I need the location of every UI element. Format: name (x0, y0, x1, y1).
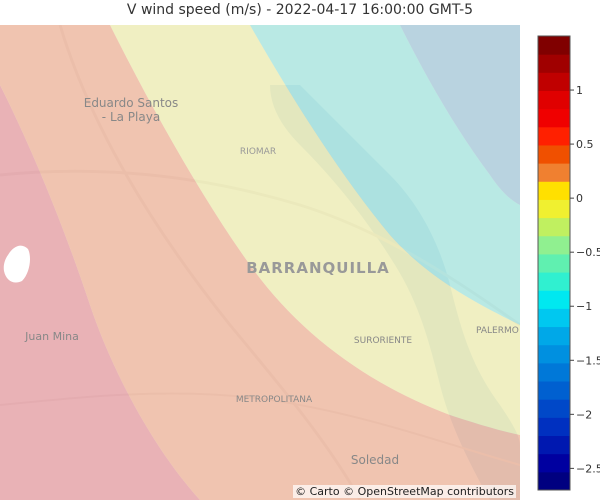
colorbar-segment (538, 471, 570, 491)
colorbar-segment (538, 253, 570, 273)
colorbar-segment (538, 326, 570, 346)
colorbar-segment (538, 163, 570, 182)
colorbar-segment (538, 362, 570, 382)
colorbar-segment (538, 399, 570, 418)
place-label-soledad: Soledad (351, 453, 399, 467)
colorbar-segment (538, 108, 570, 128)
colorbar-segment (538, 36, 570, 55)
colorbar-border (537, 35, 571, 491)
colorbar-segment (538, 381, 570, 400)
colorbar-segment (538, 235, 570, 255)
wind-band-orange (0, 25, 520, 500)
colorbar-svg: 1 0.5 0 −0.5 −1 −1.5 −2 −2.5 (537, 35, 600, 491)
place-label-metropolitana: METROPOLITANA (236, 395, 313, 405)
colorbar-segment (538, 54, 570, 73)
place-label-barranquilla: BARRANQUILLA (246, 259, 390, 277)
place-label-palermo: PALERMO (476, 326, 519, 336)
place-label-juan-mina: Juan Mina (24, 330, 79, 343)
place-label-suroriente: SURORIENTE (354, 336, 412, 346)
colorbar-segment (538, 344, 570, 364)
wind-band-cyan (250, 25, 520, 325)
colorbar-segment (538, 72, 570, 91)
colorbar-tick-label: 1 (576, 84, 583, 97)
chart-title: V wind speed (m/s) - 2022-04-17 16:00:00… (126, 2, 474, 18)
colorbar-segment (538, 199, 570, 219)
colorbar-segment (538, 453, 570, 473)
colorbar-segment (538, 181, 570, 200)
map-svg[interactable]: Eduardo Santos - La Playa RIOMAR BARRANQ… (0, 25, 520, 500)
colorbar-segment (538, 435, 570, 455)
colorbar-tick-label: −2 (576, 408, 592, 421)
colorbar-tick-label: −2.5 (576, 462, 600, 475)
place-label-la-playa: - La Playa (102, 110, 160, 124)
colorbar-segment (538, 90, 570, 110)
wind-band-red (0, 85, 200, 500)
wind-band-yellow (110, 25, 520, 435)
colorbar-tick-label: −0.5 (576, 246, 600, 259)
colorbar-segment (538, 217, 570, 237)
colorbar-tick-label: −1.5 (576, 354, 600, 367)
wind-band-blue (400, 25, 520, 205)
colorbar-segment (538, 126, 570, 146)
place-label-eduardo-santos: Eduardo Santos (84, 96, 179, 110)
colorbar-segment (538, 308, 570, 328)
colorbar-segment (538, 272, 570, 291)
map-view[interactable]: Eduardo Santos - La Playa RIOMAR BARRANQ… (0, 25, 520, 500)
colorbar-tick-label: 0 (576, 192, 583, 205)
map-feature-white-area (3, 245, 31, 283)
place-label-riomar: RIOMAR (240, 147, 276, 157)
colorbar-segment (538, 144, 570, 164)
colorbar-segment (538, 290, 570, 309)
colorbar-segment (538, 417, 570, 437)
map-attribution[interactable]: © Carto © OpenStreetMap contributors (293, 485, 516, 498)
colorbar: 1 0.5 0 −0.5 −1 −1.5 −2 −2.5 (537, 35, 600, 491)
colorbar-tick-label: 0.5 (576, 138, 594, 151)
colorbar-tick-label: −1 (576, 300, 592, 313)
